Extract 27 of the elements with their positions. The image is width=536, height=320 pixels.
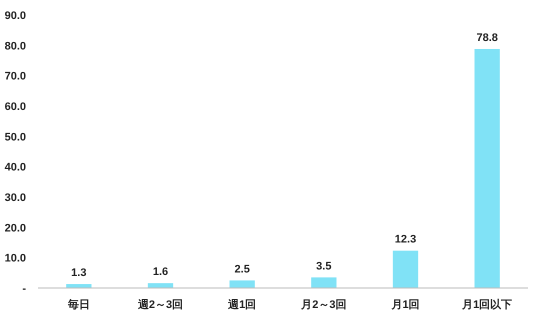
y-tick-label: 30.0 <box>4 192 26 204</box>
data-label: 3.5 <box>316 260 332 272</box>
bar <box>148 283 174 288</box>
y-tick-label: 60.0 <box>4 101 26 113</box>
data-label: 12.3 <box>394 234 416 246</box>
x-tick-label: 月2～3回 <box>300 299 346 311</box>
y-tick-label: 20.0 <box>4 222 26 234</box>
x-tick-label: 週1回 <box>227 298 256 311</box>
y-tick-label: 70.0 <box>4 70 26 83</box>
y-tick-label: 50.0 <box>4 131 26 144</box>
x-tick-label: 月1回以下 <box>461 298 512 311</box>
x-tick-label: 毎日 <box>66 298 90 311</box>
bar <box>474 48 500 288</box>
y-tick-label: 40.0 <box>4 162 26 174</box>
bar <box>392 250 418 288</box>
y-tick-label: 10.0 <box>4 252 26 265</box>
data-label: 1.3 <box>71 267 86 280</box>
y-tick-label: - <box>22 283 26 295</box>
y-tick-label: 80.0 <box>4 40 26 52</box>
x-tick-label: 月1回 <box>390 299 420 311</box>
y-tick-label: 90.0 <box>4 10 26 22</box>
x-tick-label: 週2～3回 <box>136 298 184 311</box>
data-label: 1.6 <box>152 266 168 278</box>
data-label: 2.5 <box>234 263 250 276</box>
bar <box>230 280 255 288</box>
bar <box>311 277 336 288</box>
data-label: 78.8 <box>476 32 498 44</box>
